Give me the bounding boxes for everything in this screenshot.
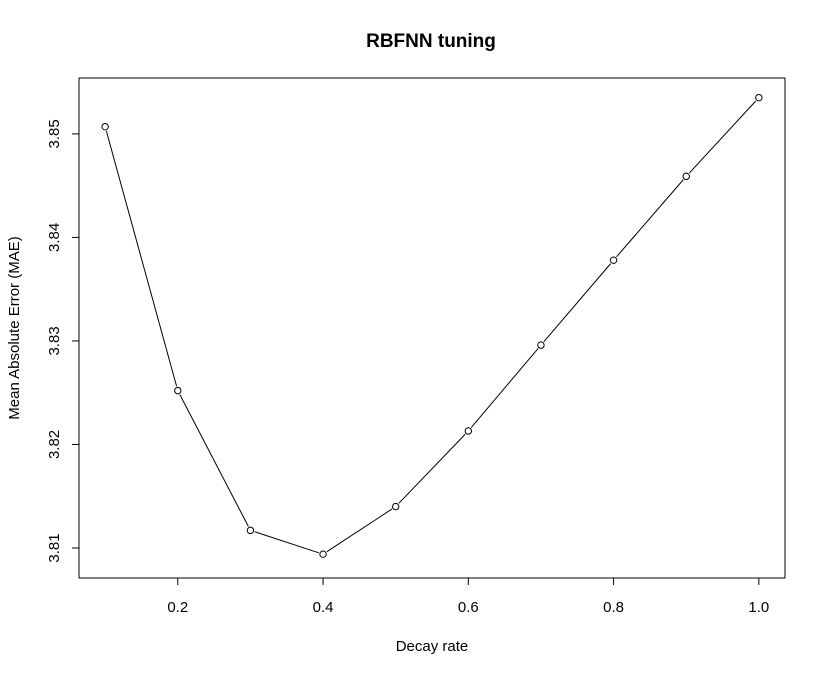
y-axis-label: Mean Absolute Error (MAE) [6, 236, 23, 419]
series-line-segment [326, 508, 393, 553]
data-point [391, 502, 400, 511]
y-tick-label: 3.82 [46, 430, 63, 459]
x-tick-label: 0.6 [458, 599, 479, 616]
y-axis: 3.81 3.82 3.83 3.84 3.85 [46, 119, 79, 563]
data-point [682, 172, 690, 181]
data-point [537, 341, 545, 349]
x-axis-label: Decay rate [396, 638, 469, 655]
x-tick-label: 1.0 [748, 599, 769, 616]
y-tick-label: 3.85 [46, 119, 63, 148]
series-line-segment [543, 263, 612, 342]
chart-title: RBFNN tuning [366, 31, 496, 52]
series-line-segment [616, 179, 684, 258]
x-axis: 0.2 0.4 0.6 0.8 1.0 [167, 578, 769, 616]
data-point [464, 427, 473, 435]
data-point [101, 122, 109, 131]
data-point [246, 526, 255, 535]
series-line-segment [179, 394, 249, 527]
series-group [101, 93, 763, 558]
series-line-segment [688, 100, 757, 174]
plot-frame [78, 77, 786, 579]
series-line-segment [254, 531, 319, 554]
data-point [609, 256, 618, 264]
y-tick-label: 3.84 [46, 223, 63, 252]
y-tick-label: 3.83 [46, 326, 63, 355]
data-point [174, 386, 182, 395]
series-line-segment [105, 130, 178, 387]
series-line-segment [470, 348, 539, 428]
y-tick-label: 3.81 [46, 533, 63, 562]
data-point [319, 550, 327, 558]
series-line-segment [398, 433, 466, 504]
x-tick-label: 0.4 [313, 599, 334, 616]
x-tick-label: 0.8 [603, 599, 624, 616]
x-tick-label: 0.2 [167, 599, 188, 616]
data-point [755, 93, 763, 102]
